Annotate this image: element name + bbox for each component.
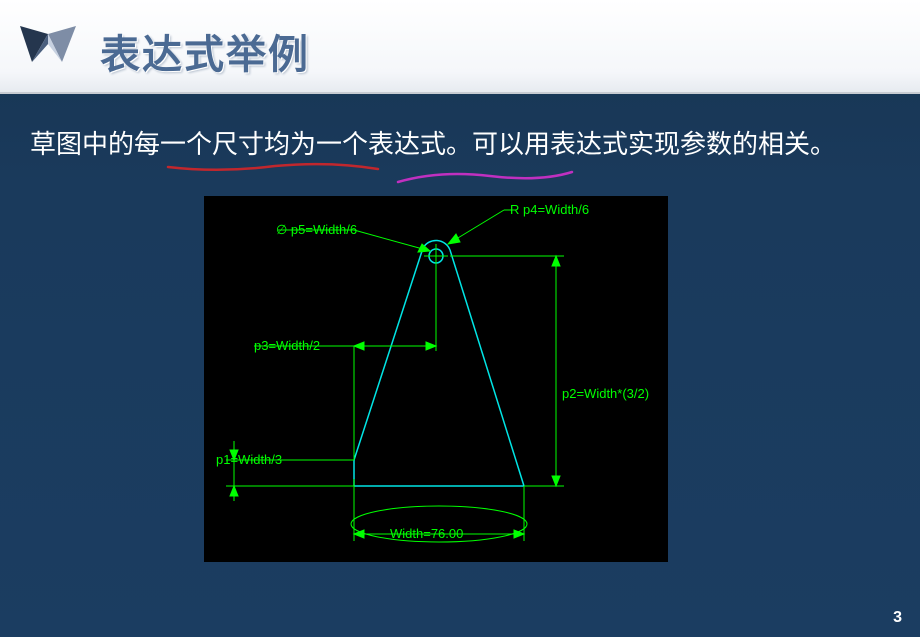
sketch-geometry	[354, 240, 524, 486]
dim-p5-label: ∅ p5=Width/6	[276, 222, 357, 238]
dim-p3-label: p3=Width/2	[254, 338, 320, 353]
cad-diagram: Width=76.00 p1=Width/3 p2=Width*(3/2) p3…	[204, 196, 668, 562]
dim-p1-label: p1=Width/3	[216, 452, 282, 467]
dim-p4-label: R p4=Width/6	[510, 202, 589, 217]
page-number: 3	[893, 609, 902, 627]
dimension-lines	[226, 210, 564, 541]
dim-width-label: Width=76.00	[390, 526, 463, 541]
dim-p2-label: p2=Width*(3/2)	[562, 386, 649, 401]
underline-magenta	[0, 0, 920, 200]
cad-svg	[204, 196, 668, 562]
slide: { "slide": { "background_top_color": "#f…	[0, 0, 920, 637]
